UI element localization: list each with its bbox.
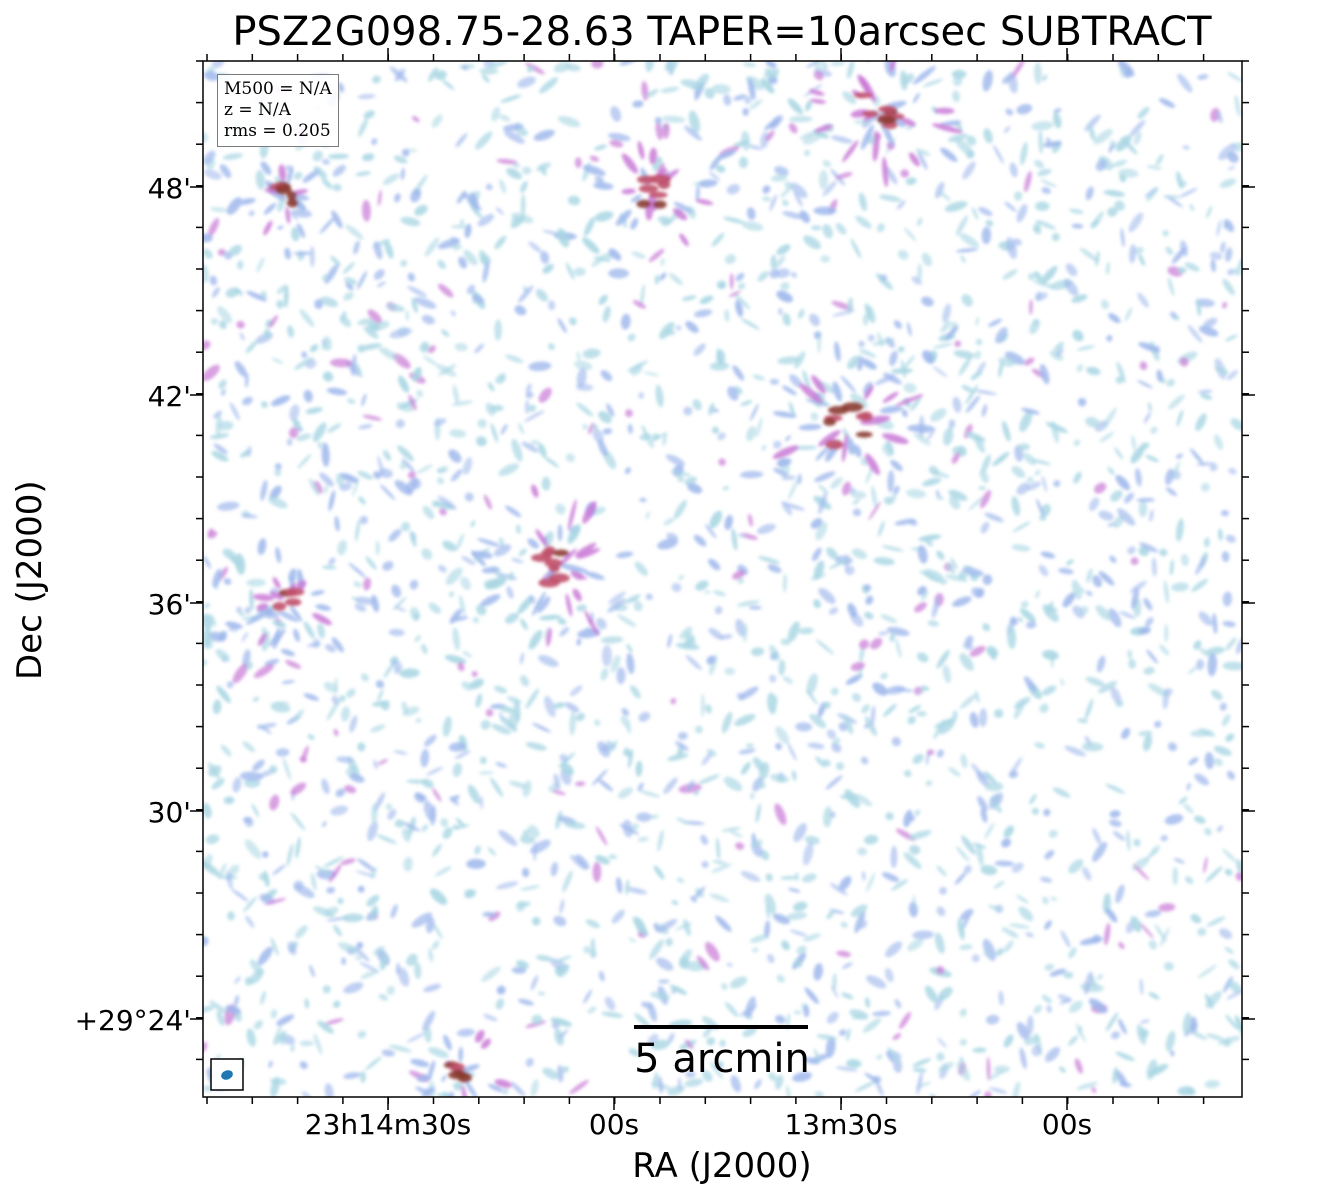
y-tick-label: 30'	[147, 796, 191, 829]
axis-ticks	[190, 48, 1255, 1110]
x-tick-label: 23h14m30s	[304, 1108, 472, 1141]
radio-sources	[238, 61, 963, 1097]
scale-bar-label: 5 arcmin	[634, 1036, 810, 1082]
plot-frame	[202, 60, 1243, 1098]
noise-field	[203, 61, 1242, 1097]
rms-text: rms = 0.205	[224, 121, 331, 141]
x-tick-label: 00s	[1041, 1108, 1093, 1141]
info-box: M500 = N/A z = N/A rms = 0.205	[217, 74, 339, 147]
x-axis-label: RA (J2000)	[632, 1146, 812, 1186]
y-tick-label: 48'	[147, 172, 191, 205]
plot-title: PSZ2G098.75-28.63 TAPER=10arcsec SUBTRAC…	[232, 9, 1212, 55]
x-tick-label: 13m30s	[784, 1108, 898, 1141]
y-tick-label: 36'	[147, 588, 191, 621]
redshift-text: z = N/A	[224, 100, 291, 120]
y-axis-label: Dec (J2000)	[10, 480, 50, 680]
y-tick-label: 42'	[147, 380, 191, 413]
x-tick-label: 00s	[588, 1108, 640, 1141]
beam-ellipse	[221, 1070, 233, 1080]
m500-text: M500 = N/A	[224, 79, 332, 99]
y-tick-label: +29°24'	[74, 1004, 191, 1037]
